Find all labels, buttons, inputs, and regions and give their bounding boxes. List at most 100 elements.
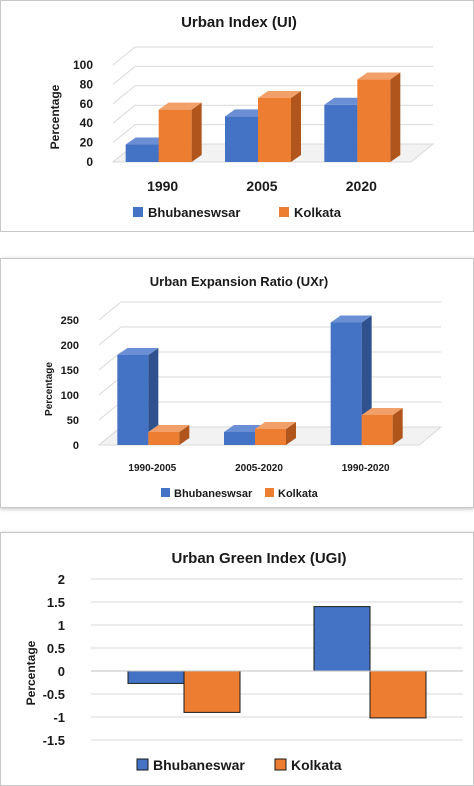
y-tick-label: 250 <box>61 315 79 327</box>
bar-side <box>148 348 159 445</box>
x-tick-label: 1990 <box>147 178 178 194</box>
legend-swatch-bhubaneswar <box>136 758 149 771</box>
y-tick-label: -1 <box>53 710 65 725</box>
plot-area: 2 1.5 1 0.5 0 -0.5 -1 -1.5 <box>43 572 463 748</box>
bar-top <box>224 425 265 432</box>
bar-bhubaneswar-0 <box>127 670 185 684</box>
y-tick-label: 60 <box>80 97 94 111</box>
bar-kolkata-1 <box>369 670 427 719</box>
y-tick-label: 0.5 <box>47 641 65 656</box>
bar-side <box>390 72 401 162</box>
bar-top <box>148 425 190 432</box>
urban-index-panel: Urban Index (UI) Percentage 0 20 40 60 80 100… <box>0 0 474 232</box>
y-tick-label: 1 <box>58 618 65 633</box>
y-tick-label: 0 <box>73 440 79 452</box>
bar-kolkata-2020 <box>357 72 401 162</box>
bar-front <box>125 144 159 162</box>
chart-title: Urban Expansion Ratio (UXr) <box>150 274 328 289</box>
legend: Bhubaneswsar Kolkata <box>133 205 342 220</box>
x-tick-label: 1990-2005 <box>128 463 176 474</box>
bar-front <box>361 415 393 445</box>
legend: Bhubaneswsar Kolkata <box>161 488 319 500</box>
y-tick-label: 150 <box>61 365 79 377</box>
bar-front <box>357 79 391 162</box>
bar-top <box>125 137 169 145</box>
bar-front <box>117 355 149 445</box>
legend-label-bhubaneswar: Bhubaneswsar <box>148 205 240 220</box>
y-tick-label: 50 <box>67 415 79 427</box>
gridline <box>112 46 433 66</box>
legend-swatch-kolkata <box>274 758 287 771</box>
x-tick-label: 2020 <box>346 178 377 194</box>
legend-label-kolkata: Kolkata <box>278 488 319 500</box>
urban-expansion-ratio-panel: Urban Expansion Ratio (UXr) Percentage 0… <box>0 258 474 508</box>
y-tick-label: 1.5 <box>47 595 65 610</box>
bar-front <box>330 322 362 445</box>
bar-side <box>392 408 403 445</box>
bar-top <box>258 90 301 98</box>
bar-side <box>286 422 296 445</box>
x-tick-label: 1990-2020 <box>342 463 390 474</box>
plot-area: 0 20 40 60 80 100 1990 2005 2020 <box>73 46 435 194</box>
y-tick-label: 100 <box>61 390 79 402</box>
bar-top <box>225 109 268 117</box>
gridline <box>112 65 433 85</box>
y-tick-label: -0.5 <box>43 687 65 702</box>
bar-front <box>258 97 291 162</box>
bar-kolkata-0 <box>183 670 241 713</box>
bar-top <box>324 97 368 105</box>
legend-swatch-bhubaneswar <box>161 488 170 497</box>
bar-kolkata-1990 <box>158 102 202 162</box>
gridline <box>98 301 441 321</box>
bar-bhubaneswar-1 <box>313 606 371 672</box>
y-axis-label: Percentage <box>48 84 62 149</box>
legend-label-bhubaneswar: Bhubaneswsar <box>174 488 253 500</box>
y-tick-label: 80 <box>80 77 94 91</box>
bar-top <box>361 408 403 415</box>
legend-swatch-kolkata <box>265 488 274 497</box>
legend-swatch-kolkata <box>279 207 289 217</box>
bar-bhubaneswsar-1990-2005 <box>117 348 159 445</box>
bar-kolkata-1990-2020 <box>361 408 403 445</box>
legend-label-bhubaneswar: Bhubaneswar <box>153 757 245 773</box>
bar-kolkata-2005 <box>258 90 301 162</box>
y-tick-label: 2 <box>58 572 65 587</box>
bar-front <box>324 104 358 162</box>
legend-swatch-bhubaneswar <box>133 207 143 217</box>
y-tick-label: 0 <box>86 155 93 169</box>
y-tick-label: 0 <box>58 664 65 679</box>
y-tick-label: 200 <box>61 340 79 352</box>
y-tick-label: 40 <box>80 116 94 130</box>
bar-front <box>255 429 286 445</box>
bar-front <box>148 432 180 445</box>
bar-top <box>330 315 372 323</box>
x-tick-label: 2005-2020 <box>235 463 283 474</box>
bar-kolkata-2005-2020 <box>255 422 296 445</box>
plot-area: 0 50 100 150 200 250 1990-2005 2005-2020 1990-20… <box>61 301 443 474</box>
y-tick-label: 20 <box>80 136 94 150</box>
bar-top <box>357 72 401 80</box>
bar-front <box>224 432 255 445</box>
chart-title: Urban Index (UI) <box>181 14 297 31</box>
gridline <box>112 85 433 105</box>
urban-green-index-panel: Urban Green Index (UGI) Percentage 2 1.5 1… <box>0 532 474 786</box>
bar-side <box>179 425 190 445</box>
bar-front <box>158 109 192 162</box>
bar-top <box>255 422 296 429</box>
bar-side <box>191 102 202 162</box>
y-tick-label: -1.5 <box>43 733 65 748</box>
chart-title: Urban Green Index (UGI) <box>171 550 346 567</box>
bar-side <box>291 90 301 162</box>
bar-kolkata-1990-2005 <box>148 425 190 445</box>
bar-top <box>117 348 159 355</box>
urban-green-index-chart: Urban Green Index (UGI) Percentage 2 1.5 1… <box>24 550 463 773</box>
urban-expansion-ratio-chart: Urban Expansion Ratio (UXr) Percentage 0… <box>44 274 443 500</box>
y-axis-label: Percentage <box>44 362 55 416</box>
legend: Bhubaneswar Kolkata <box>136 757 342 773</box>
bar-top <box>158 102 202 110</box>
y-axis-label: Percentage <box>24 640 38 705</box>
urban-index-chart: Urban Index (UI) Percentage 0 20 40 60 80 100… <box>48 14 435 220</box>
y-tick-label: 100 <box>73 58 93 72</box>
legend-label-kolkata: Kolkata <box>291 757 342 773</box>
legend-label-kolkata: Kolkata <box>294 205 342 220</box>
